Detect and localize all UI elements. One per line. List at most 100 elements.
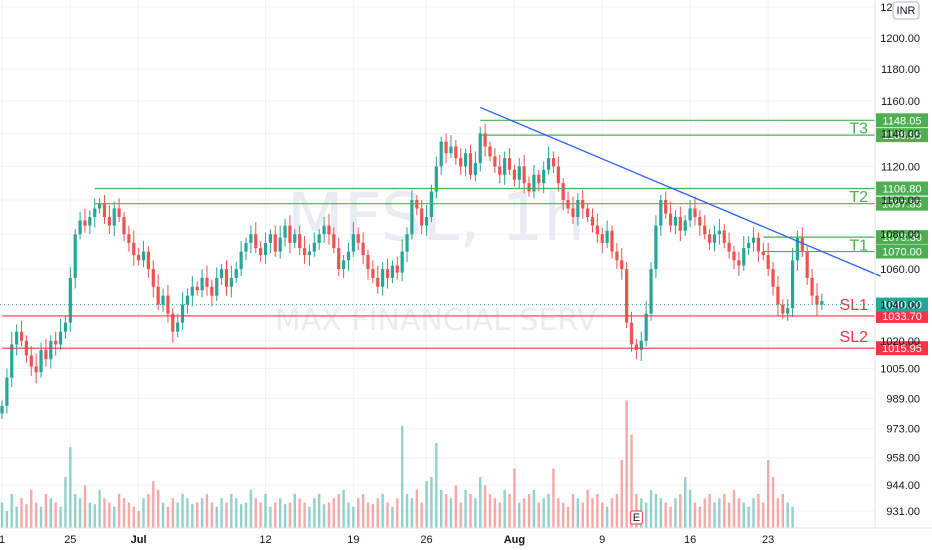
trendline[interactable] (479, 106, 881, 277)
candle-body (668, 213, 673, 226)
volume-bar (396, 498, 399, 528)
candle-body (483, 133, 487, 147)
candle-body (263, 242, 268, 256)
volume-bar (25, 504, 28, 528)
candle-body (117, 208, 121, 218)
volume-bar (161, 502, 165, 528)
candle-body (171, 313, 175, 332)
volume-bar (425, 481, 428, 528)
earnings-marker[interactable]: E (629, 510, 643, 525)
candle-body (307, 251, 312, 256)
candle-body (205, 277, 209, 287)
volume-bar (142, 498, 145, 528)
level-tag: T1 (849, 237, 868, 254)
candle-body (820, 301, 824, 305)
level-price-label: 1148.05 (883, 115, 922, 127)
candle-body (673, 217, 678, 226)
candle-body (146, 251, 150, 270)
x-tick-label: 9 (599, 534, 605, 546)
candle-body (649, 269, 653, 314)
volume-bar (54, 502, 57, 528)
price-axis[interactable]: 1220.001200.001180.001160.001140.001120.… (874, 0, 920, 528)
volume-bar (464, 489, 467, 528)
volume-bar (698, 506, 702, 528)
y-tick-label: 1060.00 (880, 264, 920, 276)
volume-bar (88, 502, 92, 528)
volume-bar (542, 498, 545, 528)
volume-bar (440, 489, 443, 528)
price-levels[interactable]: 1148.051138.95T31106.801097.85T21078.301… (2, 113, 928, 356)
candle-body (688, 208, 692, 221)
candle-body (664, 200, 668, 214)
y-tick-label: 989.00 (886, 393, 920, 405)
volume-bar (669, 506, 672, 528)
volume-bar (327, 502, 331, 528)
candle-body (605, 230, 609, 243)
candle-body (810, 277, 814, 296)
y-tick-label: 1040.00 (880, 300, 920, 312)
volume-bar (366, 502, 370, 528)
x-tick-label: Jul (131, 534, 147, 546)
last-price-label: 1040.00 (882, 300, 922, 312)
volume-bar (547, 494, 550, 528)
candle-body (29, 355, 33, 367)
volume-bar (742, 502, 745, 528)
volume-bar (488, 494, 492, 528)
volume-bar (537, 502, 540, 528)
x-tick-label: 25 (64, 534, 76, 546)
time-axis[interactable]: 1 25 Jul 12 19 26 Aug 9 16 23 (0, 527, 932, 546)
level-price-label-bg (876, 230, 928, 245)
volume-bar (103, 498, 106, 528)
candle-body (346, 251, 351, 261)
candle-body (19, 331, 24, 341)
candle-body (703, 225, 707, 235)
volume-bar (127, 502, 131, 528)
volume-bar (786, 502, 789, 528)
volume-bar (649, 489, 653, 528)
volume-bar (210, 502, 214, 528)
volume-bar (239, 504, 243, 528)
volume-bar (703, 498, 706, 528)
volume-bar (274, 502, 277, 528)
candle-body (83, 220, 87, 226)
level-price-label-bg (876, 308, 928, 323)
volume-bar (200, 498, 204, 528)
currency-badge[interactable]: INR (892, 1, 920, 20)
volume-bar (108, 502, 111, 528)
y-tick-label: 1160.00 (881, 96, 920, 108)
y-tick-label: 1140.00 (881, 128, 920, 140)
candle-body (395, 265, 399, 273)
volume-bar (659, 498, 662, 528)
volume-bar (674, 498, 677, 528)
volume-bar (435, 443, 438, 528)
candle-body (15, 331, 19, 345)
candle-body (371, 269, 375, 278)
candle-body (522, 166, 526, 184)
candle-body (444, 141, 448, 154)
candle-body (332, 234, 336, 249)
volume-bar (0, 502, 4, 528)
candle-body (747, 242, 751, 249)
candle-body (781, 304, 785, 314)
volume-bar (503, 489, 506, 528)
candle-body (420, 208, 424, 226)
y-tick-label: 931.00 (886, 506, 920, 518)
candle-body (361, 242, 365, 256)
candle-body (351, 234, 355, 252)
candle-body (68, 277, 72, 323)
candle-body (517, 166, 521, 180)
candle-body (717, 230, 721, 235)
candle-body (454, 146, 458, 159)
candle-body (200, 277, 204, 291)
candle-body (493, 156, 497, 167)
candle-body (610, 230, 614, 252)
x-tick-label: 26 (420, 534, 432, 546)
level-price-label-bg (876, 181, 928, 196)
volume-bar (20, 498, 23, 528)
volume-bar (64, 477, 67, 528)
volume-bar (113, 506, 116, 528)
volume-bar (454, 485, 458, 528)
volume-bar (83, 485, 87, 528)
volume-bar (283, 504, 287, 528)
